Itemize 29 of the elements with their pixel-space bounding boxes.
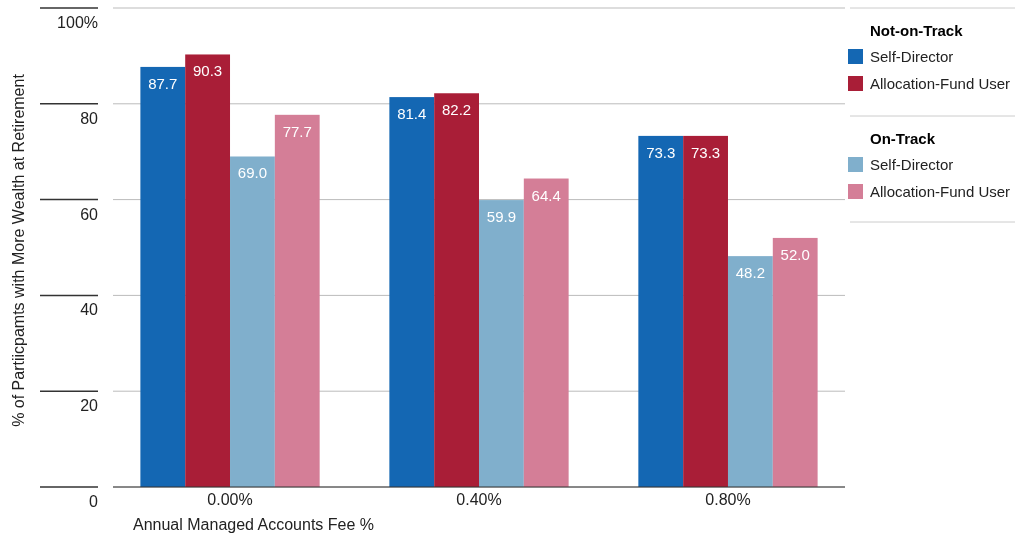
y-axis-title: % of Partiicpamts with More Wealth at Retirement [10,73,27,427]
data-label: 48.2 [735,264,765,282]
y-tick-label: 40 [80,301,99,319]
text: Not-on-Track [870,22,964,39]
x-axis-title: Annual Managed Accounts Fee % [133,516,375,533]
legend-label: Allocation-Fund User [870,75,1011,92]
y-tick-label: 60 [80,205,99,223]
data-label: 69.0 [237,164,268,182]
y-tick-label: 100% [57,14,98,31]
data-label: 81.4 [397,105,427,123]
y-tick-label: 0 [89,493,99,510]
x-tick-label: 0.40% [456,491,502,508]
data-label: 52.0 [780,245,810,263]
legend-label: Self-Director [870,48,954,65]
legend-label: Allocation-Fund User [870,183,1011,200]
data-label: 73.3 [646,143,676,161]
data-label: 90.3 [193,62,223,80]
data-label: 73.3 [690,143,721,161]
y-tick-label: 20 [80,397,99,415]
data-label: 64.4 [531,186,561,204]
y-tick-label: 80 [80,109,99,127]
text: On-Track [870,130,936,147]
x-tick-label: 0.00% [207,491,253,508]
legend-label: Self-Director [870,156,954,173]
data-label: 77.7 [282,122,312,140]
data-label: 87.7 [148,74,178,92]
x-tick-label: 0.80% [705,491,751,508]
data-label: 59.9 [486,208,517,226]
data-label: 82.2 [441,101,472,119]
